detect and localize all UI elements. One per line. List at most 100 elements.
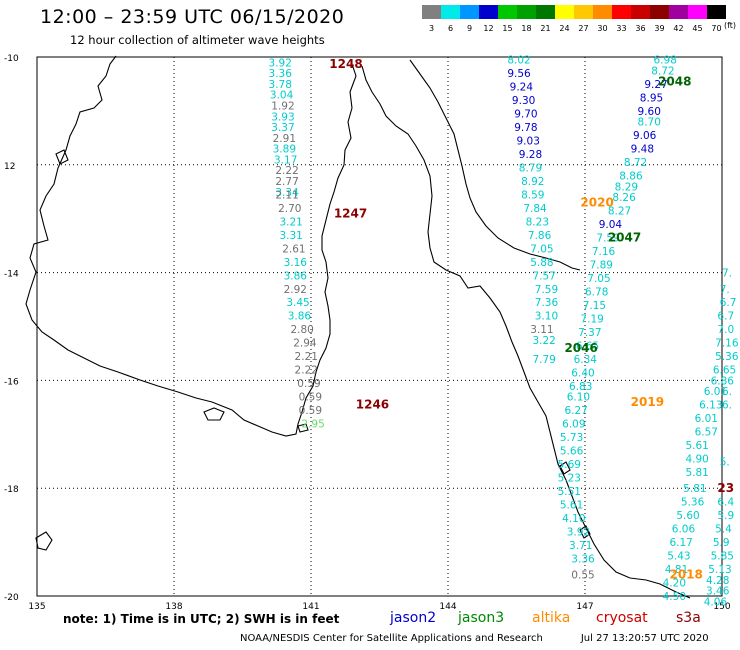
swh-value: 7.37 (578, 327, 601, 339)
lat-tick-label: -10 (4, 54, 19, 64)
legend-jason2: jason2 (390, 610, 437, 626)
swh-value: 8.29 (615, 181, 638, 193)
swh-value: 6.09 (562, 419, 585, 431)
swh-value: 8.79 (519, 162, 542, 174)
swh-value: 9.03 (517, 136, 540, 148)
swh-value: 3.92 (269, 57, 292, 69)
swh-value: 3.93 (271, 111, 294, 123)
track-altika-2019: 7.7.6.76.77.07.165.366.656.866.016.136.0… (663, 268, 739, 603)
swh-value: 9.78 (514, 122, 537, 134)
swh-value: 6. (722, 400, 732, 412)
pass-label: 2020 (580, 196, 613, 210)
swh-value: 6.34 (574, 354, 598, 366)
scale-bin: 27 (574, 5, 593, 33)
swh-value: 5.85 (711, 551, 734, 563)
scale-swatch (498, 5, 517, 19)
swh-value: 6.40 (571, 367, 594, 379)
swh-value: 7.36 (535, 297, 559, 309)
swh-value: 6.17 (669, 537, 692, 549)
footer-credit: NOAA/NESDIS Center for Satellite Applica… (240, 633, 543, 644)
swh-value: 7.59 (535, 284, 558, 296)
swh-value: 3.78 (269, 79, 292, 91)
swh-value: 3.86 (284, 270, 308, 282)
swh-value: 6.83 (569, 381, 592, 393)
swh-value: 5.23 (558, 472, 581, 484)
swh-value: 5.51 (558, 486, 581, 498)
swh-value: 0.55 (571, 569, 594, 581)
scale-label: 45 (692, 24, 703, 33)
scale-bin: 42 (669, 5, 688, 33)
pass-label: 2047 (608, 231, 641, 245)
swh-value: 2.92 (284, 284, 307, 296)
legend-jason3: jason3 (458, 610, 505, 626)
swh-value: 0.59 (297, 378, 320, 390)
scale-label: 24 (559, 24, 570, 33)
lon-tick-label: 141 (302, 602, 319, 612)
swh-value: 4.20 (663, 578, 686, 590)
legend-note: note: 1) Time is in UTC; 2) SWH is in fe… (63, 612, 340, 626)
swh-value: 2.77 (275, 176, 298, 188)
swh-value: 3.21 (279, 216, 302, 228)
coastline-east-cape-york (361, 65, 691, 599)
swh-value: 5.9 (713, 537, 730, 549)
swh-value: 3.11 (530, 324, 553, 336)
footer-timestamp: Jul 27 13:20:57 UTC 2020 (580, 633, 709, 644)
swh-value: 7.59 (596, 233, 619, 245)
swh-value: 3.37 (271, 122, 294, 134)
pass-label: 2048 (658, 74, 691, 88)
scale-swatch (479, 5, 498, 19)
lon-tick-label: 135 (28, 602, 45, 612)
scale-label: 6 (447, 24, 454, 33)
swh-value: 7.89 (590, 260, 613, 272)
swh-value: 5.61 (560, 499, 583, 511)
swh-value: 6.01 (695, 413, 718, 425)
lat-lon-grid: -10 12 -14 -16 -18 -20 135 138 141 144 147 150 (4, 54, 731, 612)
swh-value: 5.81 (683, 483, 706, 495)
coastline-island-1 (203, 407, 225, 421)
pass-labels: 1248 1247 1246 2048 2047 2046 2020 2019 2018 23 (329, 57, 734, 581)
scale-label: 42 (673, 24, 684, 33)
coastline-cape-york (25, 55, 357, 437)
swh-value: 8.02 (507, 55, 530, 67)
swh-value: 4.81 (665, 564, 688, 576)
scale-bin: 9 (460, 5, 479, 33)
swh-value: 4.06 (704, 596, 728, 608)
scale-unit: (ft) (724, 21, 737, 30)
swh-value: 7.05 (587, 273, 610, 285)
swh-value: 3.16 (284, 257, 308, 269)
swh-value: 6.4 (717, 497, 734, 509)
swh-value: 7.84 (523, 203, 547, 215)
swh-value: 6.01 (704, 386, 727, 398)
swh-value: 7. (722, 268, 732, 280)
scale-bin: 12 (479, 5, 498, 33)
scale-swatch (555, 5, 574, 19)
swh-value: 3.17 (274, 154, 297, 166)
swh-value: 2.22 (275, 165, 298, 177)
scale-swatch (688, 5, 707, 19)
swh-value: 6. (722, 386, 732, 398)
swh-value: 3.36 (571, 553, 595, 565)
swh-value: 2.21 (295, 351, 318, 363)
swh-value: 2.94 (293, 338, 317, 350)
swh-value: 3.10 (535, 311, 558, 323)
swh-value: 6.86 (711, 375, 735, 387)
swh-value: 9.27 (644, 79, 667, 91)
scale-swatch (517, 5, 536, 19)
coastline-island-3 (35, 531, 53, 551)
coastline-island-6 (579, 525, 591, 539)
swh-value: 9.60 (638, 106, 661, 118)
swh-value: 9.30 (512, 95, 535, 107)
lon-tick-label: 138 (165, 602, 182, 612)
wave-height-color-scale: 3 6 9 12 15 18 21 24 27 30 33 36 39 42 45 70 (422, 5, 726, 33)
scale-swatch (593, 5, 612, 19)
scale-label: 70 (711, 24, 722, 33)
scale-bin: 30 (593, 5, 612, 33)
pass-label: 2018 (669, 567, 702, 581)
scale-swatch (707, 5, 726, 19)
swh-value: 7. (720, 284, 730, 296)
swh-value: 9.04 (599, 219, 623, 231)
footer: NOAA/NESDIS Center for Satellite Applica… (240, 633, 709, 644)
scale-label: 21 (540, 24, 551, 33)
pass-label: 2046 (564, 341, 597, 355)
swh-value: 3.46 (706, 586, 730, 598)
